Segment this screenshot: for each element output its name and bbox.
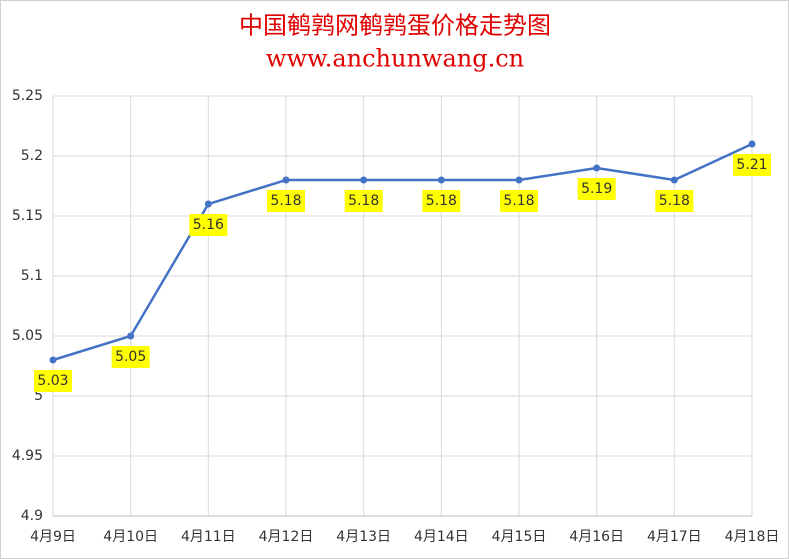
data-label-bg — [111, 346, 150, 368]
y-tick-label: 4.95 — [12, 448, 43, 464]
chart-subtitle: www.anchunwang.cn — [266, 45, 524, 73]
data-label: 5.18 — [426, 193, 457, 209]
point — [282, 176, 290, 184]
data-label-bg — [34, 370, 72, 392]
y-tick-label: 5.1 — [21, 268, 43, 284]
x-tick-label: 4月16日 — [569, 529, 624, 545]
data-label-bg — [267, 190, 305, 212]
x-tick-label: 4月10日 — [103, 529, 158, 545]
point — [204, 200, 212, 208]
data-label-bg — [655, 190, 694, 212]
x-tick-label: 4月18日 — [725, 529, 780, 545]
data-label: 5.19 — [581, 181, 612, 197]
line — [52, 142, 753, 362]
point — [670, 176, 678, 184]
data-label: 5.18 — [270, 193, 301, 209]
x-tick-label: 4月17日 — [647, 529, 702, 545]
data-label: 5.16 — [193, 217, 224, 233]
y-tick-label: 5.25 — [12, 88, 43, 104]
data-label: 5.18 — [659, 193, 690, 209]
point — [437, 176, 445, 184]
x-tick-label: 4月13日 — [336, 529, 391, 545]
y-tick-label: 5 — [34, 388, 43, 404]
x-tick-label: 4月12日 — [259, 529, 314, 545]
data-label-bg — [577, 178, 616, 200]
data-label: 5.18 — [348, 193, 379, 209]
x-tick-label: 4月9日 — [30, 529, 76, 545]
y-tick-label: 5.15 — [12, 208, 43, 224]
data-label: 5.21 — [736, 157, 767, 173]
chart-title: 中国鹌鹑网鹌鹑蛋价格走势图 — [239, 12, 551, 40]
point — [748, 140, 756, 148]
data-label: 5.05 — [115, 349, 146, 365]
x-tick-label: 4月11日 — [181, 529, 236, 545]
data-label-bg — [422, 190, 461, 212]
point — [593, 164, 601, 172]
data-label-bg — [500, 190, 538, 212]
point — [360, 176, 368, 184]
y-tick-label: 4.9 — [21, 508, 43, 524]
x-tick-label: 4月14日 — [414, 529, 469, 545]
point — [515, 176, 523, 184]
point — [127, 332, 135, 340]
data-label: 5.18 — [503, 193, 534, 209]
y-tick-label: 5.2 — [21, 148, 43, 164]
data-label-bg — [189, 214, 228, 236]
x-tick-label: 4月15日 — [492, 529, 547, 545]
point — [49, 356, 57, 364]
data-label-bg — [344, 190, 383, 212]
data-label: 5.03 — [37, 373, 68, 389]
y-tick-label: 5.05 — [12, 328, 43, 344]
data-label-bg — [733, 154, 771, 176]
